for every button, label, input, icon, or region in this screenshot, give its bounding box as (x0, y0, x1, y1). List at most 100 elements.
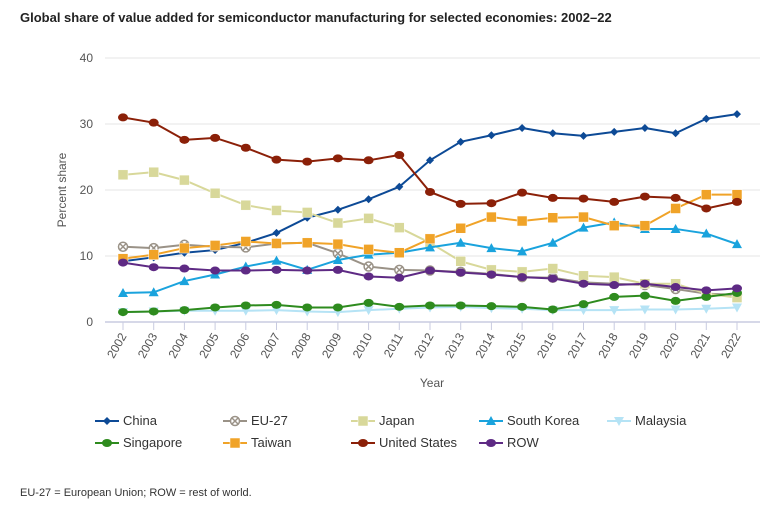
data-point (301, 237, 313, 249)
data-point (148, 249, 159, 260)
data-point (702, 114, 711, 123)
data-point (610, 127, 619, 136)
data-point (578, 211, 589, 223)
data-point (487, 131, 496, 140)
data-point (394, 264, 405, 276)
data-point (486, 302, 497, 311)
data-point (210, 303, 221, 312)
data-point (179, 174, 190, 186)
data-point (609, 281, 620, 290)
data-point (240, 301, 251, 310)
data-point (363, 306, 374, 316)
x-tick-label: 2012 (411, 330, 437, 360)
y-tick-label: 10 (80, 249, 94, 263)
legend-label: ROW (507, 435, 539, 450)
data-point (732, 284, 742, 293)
y-tick-label: 30 (80, 117, 94, 131)
data-point (271, 155, 282, 164)
x-tick-label: 2016 (534, 330, 560, 360)
data-point (240, 199, 252, 211)
data-point (456, 137, 465, 146)
x-tick-label: 2019 (626, 330, 652, 360)
legend-item[interactable]: ROW (479, 435, 539, 450)
data-point (578, 222, 589, 232)
data-point (271, 306, 282, 316)
data-point (332, 303, 343, 312)
data-point (639, 305, 650, 315)
data-point (639, 291, 650, 300)
data-point (701, 292, 712, 301)
data-point (394, 302, 405, 311)
data-point (179, 242, 190, 254)
data-point (486, 211, 497, 223)
data-point (701, 228, 712, 238)
data-point (609, 306, 620, 316)
legend-item[interactable]: Taiwan (223, 435, 291, 450)
x-tick-label: 2013 (442, 330, 468, 360)
data-point (670, 193, 681, 202)
data-point (210, 133, 221, 142)
data-point (332, 217, 344, 229)
data-point (148, 118, 159, 127)
legend-label: Taiwan (251, 435, 292, 450)
data-point (179, 306, 190, 315)
legend-label: South Korea (507, 413, 580, 428)
legend-item[interactable]: South Korea (479, 413, 579, 428)
legend-label: China (123, 413, 157, 428)
circle-marker-icon (95, 438, 119, 447)
data-point (517, 273, 528, 282)
data-point (179, 276, 190, 286)
legend-label: Malaysia (635, 413, 687, 428)
x-tick-label: 2004 (166, 330, 192, 360)
series-united-states (118, 113, 742, 213)
triangle-marker-icon (479, 415, 503, 425)
data-point (240, 266, 251, 275)
data-point (518, 123, 527, 132)
x-tick-label: 2005 (196, 330, 222, 360)
legend-item[interactable]: Singapore (95, 435, 182, 450)
x-marker-icon (223, 415, 247, 426)
data-point (548, 129, 557, 138)
data-point (363, 156, 374, 165)
legend-item[interactable]: United States (351, 435, 457, 450)
data-point (148, 307, 159, 316)
legend-item[interactable]: China (95, 413, 157, 428)
data-point (394, 151, 405, 160)
data-point (148, 263, 159, 272)
data-point (547, 193, 558, 202)
data-point (118, 258, 128, 267)
data-point (732, 239, 742, 249)
x-tick-label: 2020 (657, 330, 683, 360)
legend-item[interactable]: EU-27 (223, 413, 288, 428)
triangle-down-marker-icon (607, 416, 631, 426)
chart-title: Global share of value added for semicond… (20, 10, 612, 25)
y-tick-label: 0 (86, 315, 93, 329)
data-point (271, 265, 282, 274)
data-point (210, 266, 221, 275)
data-point (486, 243, 497, 253)
legend-item[interactable]: Malaysia (607, 413, 686, 428)
legend-item[interactable]: Japan (351, 413, 414, 428)
data-point (547, 263, 559, 274)
data-point (578, 270, 589, 282)
circle-marker-icon (479, 438, 503, 447)
data-point (517, 302, 528, 311)
data-point (301, 207, 313, 218)
data-point (455, 268, 466, 277)
y-tick-label: 40 (80, 51, 94, 65)
square-marker-icon (351, 415, 375, 426)
x-tick-label: 2015 (503, 330, 529, 360)
data-point (486, 270, 497, 279)
data-point (118, 113, 128, 122)
data-point (240, 143, 251, 152)
data-point (240, 306, 251, 316)
data-point (332, 254, 343, 264)
x-tick-label: 2017 (565, 330, 591, 360)
data-point (209, 240, 221, 251)
data-point (701, 286, 712, 295)
data-point (455, 256, 466, 267)
series-singapore (118, 288, 742, 317)
data-point (395, 182, 404, 191)
data-point (363, 298, 374, 307)
data-point (148, 166, 159, 178)
